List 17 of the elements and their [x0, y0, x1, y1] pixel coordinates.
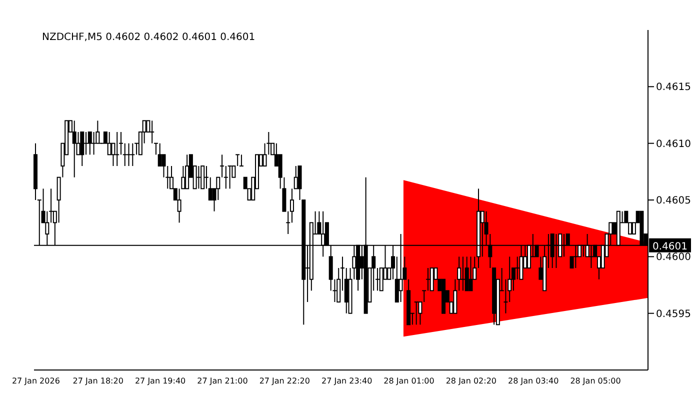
x-tick-label: 28 Jan 03:40 — [508, 376, 559, 386]
x-tick-label: 27 Jan 23:40 — [322, 376, 372, 386]
x-tick-label: 27 Jan 22:20 — [259, 376, 310, 386]
y-tick-label: 0.4600 — [656, 252, 691, 264]
x-tick-label: 28 Jan 05:00 — [570, 376, 621, 386]
x-tick-label: 27 Jan 18:20 — [72, 376, 124, 386]
x-tick-label: 27 Jan 21:00 — [197, 376, 248, 386]
y-tick-label: 0.4610 — [656, 138, 691, 150]
ref-line-label: 0.4601 — [652, 241, 688, 252]
x-tick-label: 28 Jan 02:20 — [446, 376, 497, 386]
x-tick-label: 28 Jan 01:00 — [384, 376, 434, 386]
x-tick-label: 27 Jan 2026 — [12, 376, 60, 386]
x-tick-label: 27 Jan 19:40 — [134, 376, 186, 386]
chart-title: NZDCHF,M5 0.4602 0.4602 0.4601 0.4601 — [42, 32, 256, 43]
y-tick-label: 0.4605 — [656, 196, 691, 207]
y-tick-label: 0.4615 — [656, 82, 691, 94]
y-tick-label: 0.4595 — [656, 308, 691, 320]
